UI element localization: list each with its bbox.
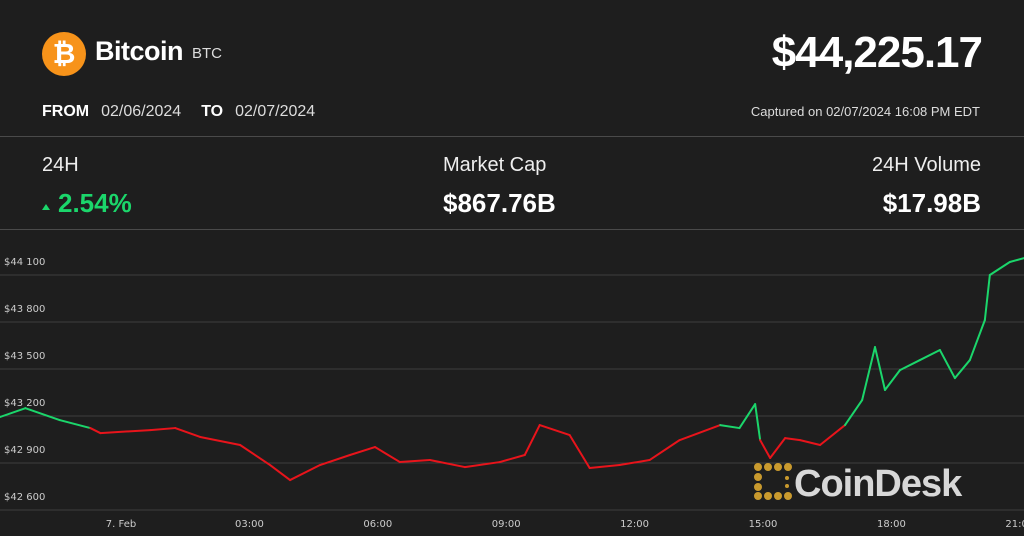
captured-timestamp: Captured on 02/07/2024 16:08 PM EDT [750, 104, 980, 119]
divider [0, 136, 1024, 137]
price-line-segment [398, 459, 431, 464]
price-line-segment [844, 399, 864, 427]
price-line-segment [498, 454, 526, 464]
price-line-segment [983, 274, 991, 322]
x-tick-label: 18:00 [877, 519, 906, 530]
y-tick-label: $42 600 [4, 492, 45, 503]
from-date: 02/06/2024 [101, 103, 182, 120]
price-line-segment [918, 349, 941, 362]
price-line-segment [754, 403, 762, 442]
price-line-segment [799, 439, 822, 446]
y-tick-label: $43 500 [4, 351, 45, 362]
price-line-segment [988, 260, 1011, 276]
price-line-segment [199, 435, 242, 446]
price-line-segment [269, 464, 292, 482]
date-range: FROM 02/06/2024 TO 02/07/2024 [42, 103, 323, 121]
price-line-segment [538, 424, 571, 437]
change-value-wrap: 2.54% [42, 188, 132, 219]
watermark-text: CoinDesk [794, 463, 963, 505]
price-line-segment [373, 446, 401, 464]
to-label: TO [201, 103, 224, 120]
bitcoin-icon: ₿ [42, 32, 86, 76]
change-value: 2.54% [58, 188, 132, 218]
price-line-segment [89, 427, 102, 435]
price-line-segment [99, 429, 152, 435]
x-tick-label: 06:00 [363, 519, 392, 530]
triangle-up-icon [42, 203, 50, 210]
coindesk-watermark: CoinDesk [754, 463, 964, 505]
change-label: 24H [42, 154, 79, 176]
coin-symbol: BTC [192, 45, 222, 62]
price-line-segment [588, 464, 621, 470]
price-line-segment [738, 403, 757, 430]
price-line-segment [759, 439, 772, 459]
price-line-segment [1008, 257, 1024, 263]
y-tick-label: $44 100 [4, 257, 45, 268]
price-line-segment [769, 437, 787, 459]
volume-value: $17.98B [882, 188, 981, 218]
price-line-segment [523, 424, 541, 457]
price-line-segment [149, 427, 177, 432]
x-tick-label: 09:00 [492, 519, 521, 530]
x-tick-label: 21:00 [1005, 519, 1024, 530]
price-line-segment [953, 359, 971, 380]
price-line-segment [648, 439, 681, 462]
price-line-segment [938, 349, 956, 380]
price-line-segment [861, 346, 876, 402]
x-tick-label: 12:00 [620, 519, 649, 530]
price-line-segment [289, 464, 322, 482]
price-line-segment [719, 424, 741, 430]
price-line-segment [239, 443, 272, 467]
price-line-segment [618, 459, 651, 467]
market-cap-label: Market Cap [443, 154, 547, 176]
price-line-segment [174, 427, 202, 438]
price-line-segment [898, 359, 921, 372]
current-price: $44,225.17 [771, 28, 983, 77]
x-tick-label: 7. Feb [106, 519, 136, 530]
y-tick-label: $43 200 [4, 398, 45, 409]
price-line-segment [348, 446, 376, 457]
to-date: 02/07/2024 [235, 103, 316, 120]
market-cap-value: $867.76B [443, 188, 556, 218]
divider [0, 229, 1024, 230]
price-line-segment [0, 407, 27, 419]
price-line-segment [678, 424, 722, 442]
price-line-segment [968, 319, 986, 362]
price-line-segment [568, 434, 591, 470]
price-line-segment [463, 461, 501, 469]
from-label: FROM [42, 103, 90, 120]
price-line-segment [873, 346, 886, 391]
price-line-segment [24, 407, 61, 422]
volume-label: 24H Volume [872, 154, 981, 176]
price-line-segment [819, 424, 847, 446]
price-line-segment [428, 459, 466, 469]
y-tick-label: $42 900 [4, 445, 45, 456]
coin-name: Bitcoin [95, 36, 184, 66]
price-line-segment [883, 369, 901, 391]
price-line-segment [784, 437, 802, 442]
price-line-segment [319, 454, 351, 467]
price-line-segment [58, 419, 92, 430]
x-tick-label: 03:00 [235, 519, 264, 530]
x-tick-label: 15:00 [749, 519, 778, 530]
coindesk-logo-icon [754, 463, 792, 500]
y-tick-label: $43 800 [4, 304, 45, 315]
